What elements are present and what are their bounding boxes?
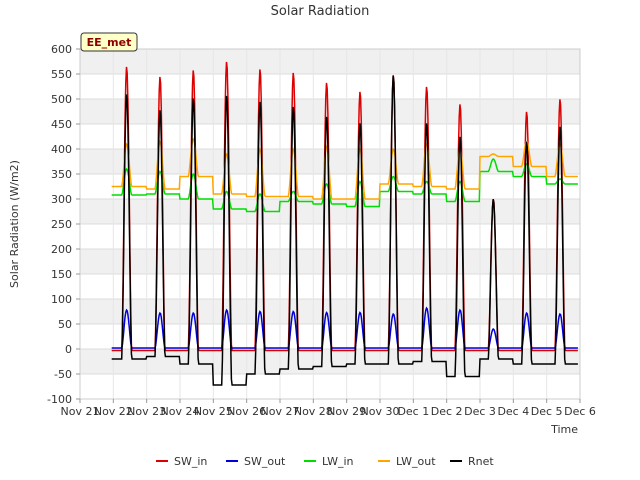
legend-label: LW_in	[322, 455, 354, 468]
x-tick-label: Nov 24	[161, 405, 200, 418]
y-tick-label: 400	[51, 143, 72, 156]
y-tick-label: -50	[54, 368, 72, 381]
y-tick-label: 150	[51, 268, 72, 281]
x-tick-label: Nov 28	[294, 405, 333, 418]
x-tick-label: Nov 29	[327, 405, 366, 418]
x-tick-label: Dec 5	[531, 405, 563, 418]
legend-label: SW_out	[244, 455, 286, 468]
y-tick-label: 250	[51, 218, 72, 231]
y-axis-ticks: -100 -50 0 50 100 150 200 250 300 350 400 450 500 550…	[47, 43, 80, 406]
y-tick-label: 500	[51, 93, 72, 106]
x-tick-label: Nov 27	[261, 405, 300, 418]
x-tick-label: Dec 1	[397, 405, 429, 418]
site-badge-label: EE_met	[87, 36, 132, 49]
y-tick-label: -100	[47, 393, 72, 406]
grid-band	[80, 349, 580, 374]
y-tick-label: 450	[51, 118, 72, 131]
x-tick-label: Nov 23	[127, 405, 166, 418]
legend-label: SW_in	[174, 455, 207, 468]
series-line-lw-in	[111, 158, 578, 213]
series-line-lw-out	[111, 137, 578, 200]
series-lines	[111, 61, 578, 386]
y-tick-label: 350	[51, 168, 72, 181]
series-line-sw-out	[111, 306, 578, 349]
legend-label: LW_out	[396, 455, 436, 468]
site-badge: EE_met	[80, 32, 138, 52]
y-tick-label: 600	[51, 43, 72, 56]
y-tick-label: 50	[58, 318, 72, 331]
x-tick-label: Nov 30	[361, 405, 400, 418]
x-tick-label: Nov 26	[227, 405, 266, 418]
x-axis-label: Time	[550, 423, 578, 436]
site-badge-box	[80, 32, 138, 52]
x-tick-label: Nov 25	[194, 405, 233, 418]
y-tick-label: 300	[51, 193, 72, 206]
y-tick-label: 100	[51, 293, 72, 306]
series-line-rnet	[111, 75, 578, 386]
x-tick-label: Dec 2	[431, 405, 463, 418]
chart-title: Solar Radiation	[271, 4, 370, 19]
grid-band	[80, 49, 580, 74]
y-tick-label: 550	[51, 68, 72, 81]
x-tick-label: Dec 3	[464, 405, 496, 418]
y-tick-label: 0	[65, 343, 72, 356]
y-axis-label: Solar Radiation (W/m2)	[8, 160, 21, 288]
x-tick-label: Dec 6	[564, 405, 596, 418]
grid-band	[80, 99, 580, 124]
x-tick-label: Nov 21	[61, 405, 100, 418]
x-tick-label: Dec 4	[497, 405, 529, 418]
legend-label: Rnet	[468, 455, 494, 468]
y-tick-label: 200	[51, 243, 72, 256]
legend: SW_in SW_out LW_in LW_out Rnet	[156, 455, 494, 468]
x-tick-label: Nov 22	[94, 405, 133, 418]
